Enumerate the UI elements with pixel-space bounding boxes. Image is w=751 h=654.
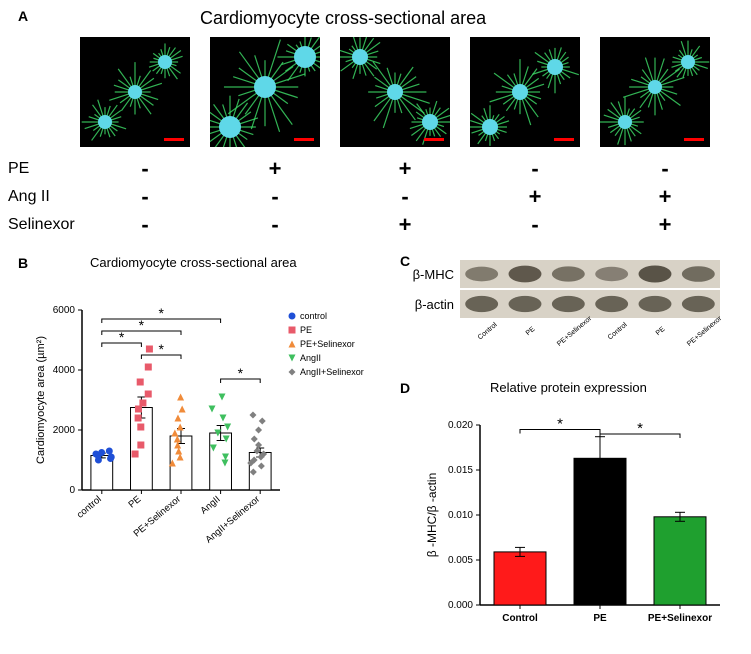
microscopy-image-3: [470, 37, 580, 147]
svg-text:0: 0: [69, 485, 75, 496]
svg-text:control: control: [300, 311, 327, 321]
microscopy-row: [80, 37, 710, 147]
panel-b: Cardiomyocyte cross-sectional area 0 2000…: [30, 255, 390, 575]
panel-a-label: A: [18, 8, 28, 24]
svg-text:PE: PE: [127, 494, 144, 511]
condition-label: Selinexor: [0, 216, 80, 234]
condition-value: +: [600, 212, 730, 238]
condition-table: PE-++--Ang II---++Selinexor--+-+: [0, 155, 730, 239]
microscopy-image-2: [340, 37, 450, 147]
condition-row-selinexor: Selinexor--+-+: [0, 211, 730, 239]
condition-value: -: [470, 156, 600, 182]
condition-value: +: [470, 184, 600, 210]
condition-label: Ang II: [0, 188, 80, 206]
condition-value: -: [600, 156, 730, 182]
svg-text:*: *: [557, 416, 563, 433]
scale-bar: [554, 138, 574, 141]
microscopy-image-4: [600, 37, 710, 147]
microscopy-image-1: [210, 37, 320, 147]
panel-a-title: Cardiomyocyte cross-sectional area: [200, 8, 486, 29]
panel-b-chart: 0 2000 4000 6000 Cardiomyocyte area (µm²) con…: [30, 255, 390, 565]
svg-text:AngII+Selinexor: AngII+Selinexor: [300, 367, 364, 377]
panel-b-label: B: [18, 255, 28, 271]
condition-row-angii: Ang II---++: [0, 183, 730, 211]
svg-text:PE: PE: [300, 325, 312, 335]
panel-d-title: Relative protein expression: [490, 380, 647, 395]
condition-value: -: [80, 212, 210, 238]
svg-text:AngII: AngII: [300, 353, 321, 363]
svg-text:0.000: 0.000: [448, 600, 473, 611]
blot-label: β-actin: [400, 297, 460, 312]
condition-value: -: [80, 156, 210, 182]
svg-text:0.020: 0.020: [448, 420, 473, 431]
microscopy-image-0: [80, 37, 190, 147]
svg-text:PE: PE: [593, 613, 607, 624]
condition-value: -: [80, 184, 210, 210]
scale-bar: [424, 138, 444, 141]
svg-text:*: *: [158, 305, 164, 321]
condition-value: +: [340, 212, 470, 238]
blot-label: β-MHC: [400, 267, 460, 282]
blot-row-actin: β-actin: [400, 290, 740, 318]
condition-value: -: [340, 184, 470, 210]
svg-text:control: control: [75, 494, 104, 521]
svg-text:4000: 4000: [53, 365, 76, 376]
condition-value: -: [210, 184, 340, 210]
blot-lane-labels: ControlPEPE+SelinexorControlPEPE+Selinex…: [466, 320, 726, 335]
blot-lane-label: PE+Selinexor: [685, 315, 723, 348]
svg-text:*: *: [238, 365, 244, 381]
svg-text:AngII: AngII: [198, 494, 222, 517]
scale-bar: [294, 138, 314, 141]
condition-value: +: [600, 184, 730, 210]
condition-value: -: [470, 212, 600, 238]
blot-lane-label: PE: [642, 315, 680, 348]
svg-text:*: *: [637, 420, 643, 437]
scale-bar: [684, 138, 704, 141]
condition-row-pe: PE-++--: [0, 155, 730, 183]
svg-text:PE+Selinexor: PE+Selinexor: [300, 339, 355, 349]
svg-text:6000: 6000: [53, 305, 76, 316]
panel-d-chart: 0.000 0.005 0.010 0.015 0.020 β -MHC/β -actin…: [420, 380, 730, 635]
svg-text:0.015: 0.015: [448, 465, 473, 476]
svg-text:0.010: 0.010: [448, 510, 473, 521]
panel-c: β-MHC β-actin ControlPEPE+SelinexorControl…: [400, 260, 740, 335]
condition-value: -: [210, 212, 340, 238]
blot-lane-label: Control: [469, 315, 507, 348]
svg-text:β -MHC/β -actin: β -MHC/β -actin: [425, 473, 439, 557]
condition-label: PE: [0, 160, 80, 178]
svg-text:PE+Selinexor: PE+Selinexor: [648, 613, 712, 624]
blot-lane-label: Control: [599, 315, 637, 348]
svg-text:*: *: [158, 341, 164, 357]
blot-lane-label: PE+Selinexor: [555, 315, 593, 348]
condition-value: +: [340, 156, 470, 182]
svg-text:Cardiomyocyte area (µm²): Cardiomyocyte area (µm²): [35, 336, 47, 464]
panel-d-label: D: [400, 380, 410, 396]
condition-value: +: [210, 156, 340, 182]
scale-bar: [164, 138, 184, 141]
panel-d: Relative protein expression 0.0000.0050.…: [420, 380, 730, 640]
panel-b-title: Cardiomyocyte cross-sectional area: [90, 255, 297, 270]
svg-text:2000: 2000: [53, 425, 76, 436]
svg-text:Control: Control: [502, 613, 538, 624]
blot-lane-label: PE: [512, 315, 550, 348]
svg-text:0.005: 0.005: [448, 555, 473, 566]
blot-row-mhc: β-MHC: [400, 260, 740, 288]
